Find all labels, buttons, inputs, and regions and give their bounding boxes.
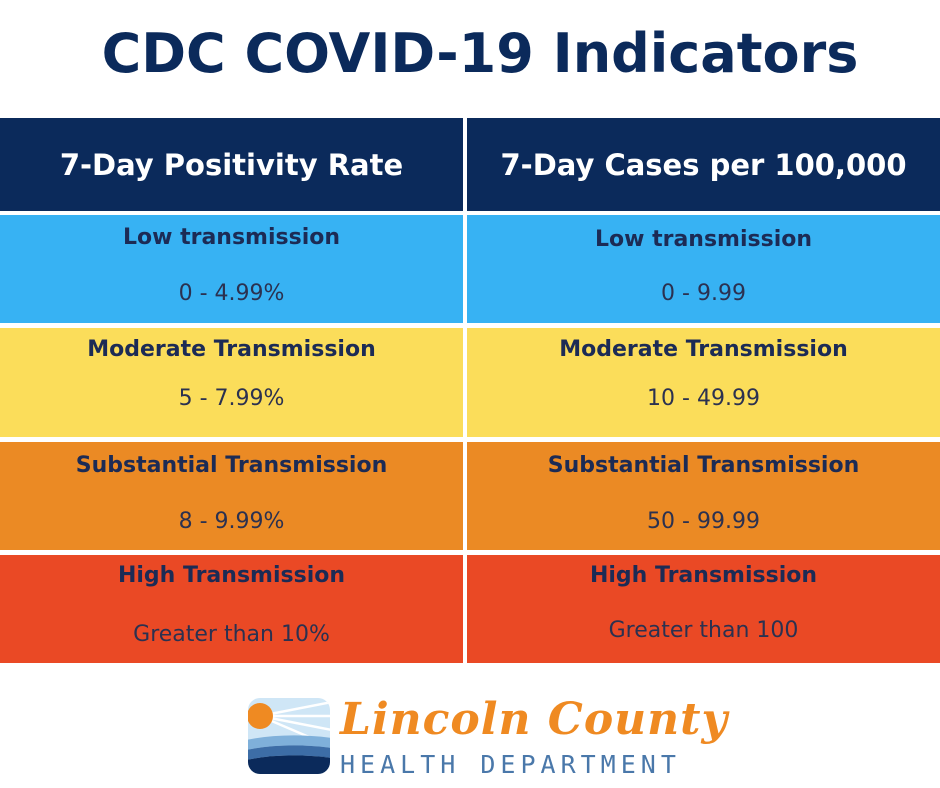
page-title: CDC COVID-19 Indicators	[101, 22, 859, 85]
level-label: Low transmission	[122, 225, 341, 250]
range-value: 0 - 4.99%	[178, 281, 285, 306]
range-value: 8 - 9.99%	[178, 509, 285, 534]
cases-high-cell: High Transmission Greater than 100	[467, 555, 940, 663]
logo-subtitle: HEALTH DEPARTMENT	[340, 750, 681, 779]
level-label: High Transmission	[589, 563, 818, 588]
level-label: High Transmission	[117, 563, 346, 588]
cases-substantial-cell: Substantial Transmission 50 - 99.99	[467, 442, 940, 550]
range-value: Greater than 10%	[133, 622, 330, 647]
range-value: 0 - 9.99	[661, 281, 746, 306]
range-value: Greater than 100	[608, 618, 799, 643]
level-label: Low transmission	[594, 227, 813, 252]
level-label: Moderate Transmission	[559, 337, 848, 362]
positivity-moderate-cell: Moderate Transmission 5 - 7.99%	[0, 328, 463, 437]
positivity-high-cell: High Transmission Greater than 10%	[0, 555, 463, 663]
range-value: 50 - 99.99	[647, 509, 760, 534]
level-label: Moderate Transmission	[87, 337, 376, 362]
lincoln-county-logo-icon	[248, 698, 330, 774]
column-header-cases: 7-Day Cases per 100,000	[467, 118, 940, 211]
level-label: Substantial Transmission	[547, 453, 860, 478]
positivity-substantial-cell: Substantial Transmission 8 - 9.99%	[0, 442, 463, 550]
range-value: 10 - 49.99	[647, 386, 760, 411]
positivity-low-cell: Low transmission 0 - 4.99%	[0, 215, 463, 323]
level-label: Substantial Transmission	[75, 453, 388, 478]
column-header-positivity: 7-Day Positivity Rate	[0, 118, 463, 211]
range-value: 5 - 7.99%	[178, 386, 285, 411]
cases-moderate-cell: Moderate Transmission 10 - 49.99	[467, 328, 940, 437]
cases-low-cell: Low transmission 0 - 9.99	[467, 215, 940, 323]
logo-name: Lincoln County	[340, 694, 729, 745]
